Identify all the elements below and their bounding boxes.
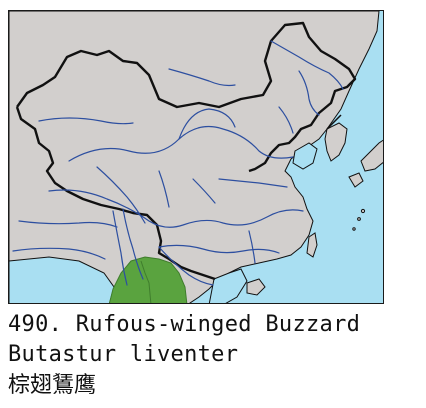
range-inner-border — [140, 260, 152, 303]
river-salween — [112, 210, 128, 286]
gulf-of-tonkin — [208, 268, 248, 303]
river-pearl — [158, 244, 280, 254]
islet — [357, 217, 361, 221]
species-caption: 490. Rufous-winged Buzzard Butastur live… — [8, 310, 422, 402]
species-scientific-name: Butastur liventer — [8, 342, 239, 367]
bay-of-bengal — [9, 256, 115, 303]
river-jialing — [158, 170, 170, 208]
river-mongolia — [168, 68, 236, 87]
river-red — [158, 246, 214, 286]
japan-islands-south — [348, 172, 364, 188]
river-yangtze-upper — [96, 166, 146, 224]
river-mekong — [122, 208, 144, 280]
river-ganges — [12, 247, 106, 260]
river-yellow-loop — [178, 108, 236, 140]
river-network — [12, 40, 344, 286]
islet — [352, 227, 356, 231]
species-number-title: 490. Rufous-winged Buzzard — [8, 312, 361, 337]
river-gan — [248, 230, 256, 264]
korea-border — [326, 114, 342, 130]
taiwan-island — [306, 232, 318, 258]
river-tarim — [38, 117, 134, 125]
bohai-sea — [292, 142, 318, 170]
species-chinese-name: 棕翅鵟鹰 — [8, 373, 97, 398]
river-huai — [218, 178, 288, 188]
hainan-island — [246, 278, 266, 296]
river-yellow — [68, 126, 294, 162]
river-amur — [270, 40, 344, 90]
river-songhua — [298, 70, 320, 116]
map-svg — [9, 11, 383, 303]
river-yangtze — [48, 189, 304, 228]
korean-peninsula — [324, 122, 348, 162]
river-brahmaputra — [18, 220, 118, 228]
river-han — [192, 178, 216, 204]
river-liao — [278, 106, 294, 134]
islet — [360, 208, 366, 214]
distribution-map — [8, 10, 384, 304]
japan-islands — [360, 139, 383, 172]
